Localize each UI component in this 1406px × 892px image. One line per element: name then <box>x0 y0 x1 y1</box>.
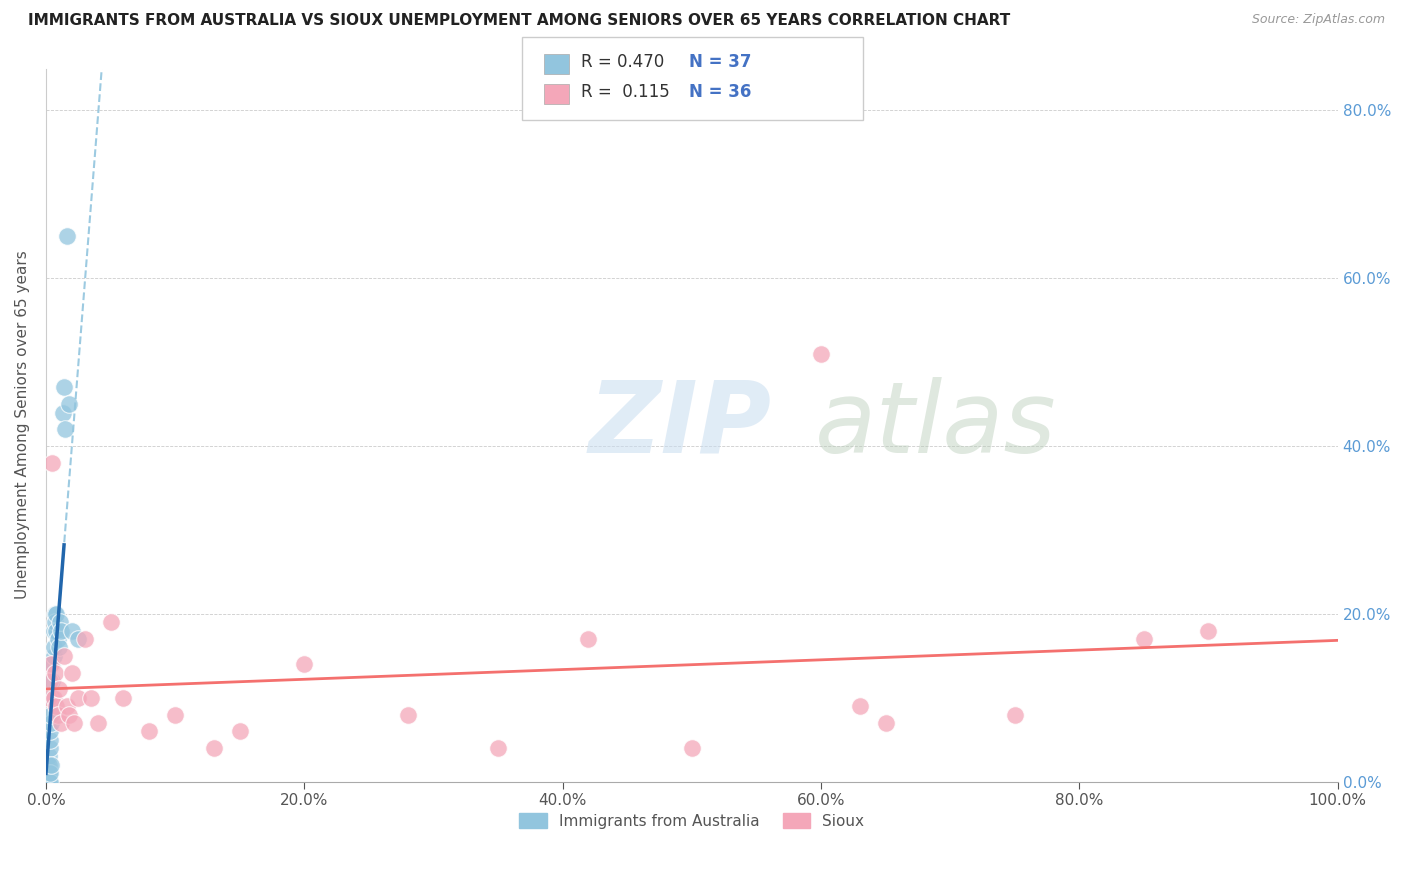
Point <box>42 624 65 638</box>
Point <box>55 699 77 714</box>
Text: atlas: atlas <box>814 376 1056 474</box>
Point <box>38 774 60 789</box>
Point <box>37 774 59 789</box>
Point <box>41 657 63 672</box>
Text: ZIP: ZIP <box>589 376 772 474</box>
Point <box>848 699 870 714</box>
Point <box>41 456 63 470</box>
Point <box>60 624 83 638</box>
Point <box>53 648 76 663</box>
Point <box>38 766 60 780</box>
Point <box>41 673 63 688</box>
Point <box>44 615 66 630</box>
Point <box>38 766 60 780</box>
Point <box>60 665 83 680</box>
Point <box>681 741 703 756</box>
Text: R =  0.115: R = 0.115 <box>581 83 669 101</box>
Point <box>67 690 90 705</box>
Point <box>53 380 76 394</box>
Point <box>38 741 60 756</box>
Point <box>1133 632 1156 646</box>
Legend: Immigrants from Australia, Sioux: Immigrants from Australia, Sioux <box>513 806 870 835</box>
Point <box>44 607 66 621</box>
Y-axis label: Unemployment Among Seniors over 65 years: Unemployment Among Seniors over 65 years <box>15 251 30 599</box>
Point <box>39 707 62 722</box>
Point <box>38 732 60 747</box>
Point <box>73 632 96 646</box>
Point <box>53 422 76 436</box>
Text: Source: ZipAtlas.com: Source: ZipAtlas.com <box>1251 13 1385 27</box>
Text: N = 36: N = 36 <box>689 83 751 101</box>
Point <box>51 715 73 730</box>
Point <box>100 615 122 630</box>
Point <box>810 347 832 361</box>
Point <box>38 673 60 688</box>
Point <box>48 682 70 697</box>
Point <box>44 665 66 680</box>
Point <box>49 615 72 630</box>
Point <box>39 657 62 672</box>
Point <box>38 724 60 739</box>
Point <box>63 715 86 730</box>
Text: IMMIGRANTS FROM AUSTRALIA VS SIOUX UNEMPLOYMENT AMONG SENIORS OVER 65 YEARS CORR: IMMIGRANTS FROM AUSTRALIA VS SIOUX UNEMP… <box>28 13 1011 29</box>
Point <box>58 397 80 411</box>
Point <box>45 624 67 638</box>
Point <box>55 229 77 244</box>
Point <box>42 640 65 655</box>
Text: R = 0.470: R = 0.470 <box>581 53 664 70</box>
Point <box>875 715 897 730</box>
Point <box>38 690 60 705</box>
Point <box>228 724 250 739</box>
Point <box>37 757 59 772</box>
Point <box>1004 707 1026 722</box>
Point <box>578 632 600 646</box>
Text: N = 37: N = 37 <box>689 53 751 70</box>
Point <box>42 690 65 705</box>
Point <box>41 690 63 705</box>
Point <box>37 766 59 780</box>
Point <box>45 699 67 714</box>
Point <box>80 690 103 705</box>
Point <box>39 757 62 772</box>
Point <box>48 640 70 655</box>
Point <box>202 741 225 756</box>
Point <box>1198 624 1220 638</box>
Point <box>67 632 90 646</box>
Point <box>292 657 315 672</box>
Point <box>112 690 135 705</box>
Point <box>38 757 60 772</box>
Point <box>138 724 160 739</box>
Point <box>38 749 60 764</box>
Point <box>52 405 75 419</box>
Point <box>396 707 419 722</box>
Point <box>86 715 108 730</box>
Point <box>486 741 509 756</box>
Point <box>51 624 73 638</box>
Point <box>46 707 69 722</box>
Point <box>39 715 62 730</box>
Point <box>46 632 69 646</box>
Point <box>45 607 67 621</box>
Point <box>42 648 65 663</box>
Point <box>38 774 60 789</box>
Point <box>165 707 187 722</box>
Point <box>58 707 80 722</box>
Point <box>37 774 59 789</box>
